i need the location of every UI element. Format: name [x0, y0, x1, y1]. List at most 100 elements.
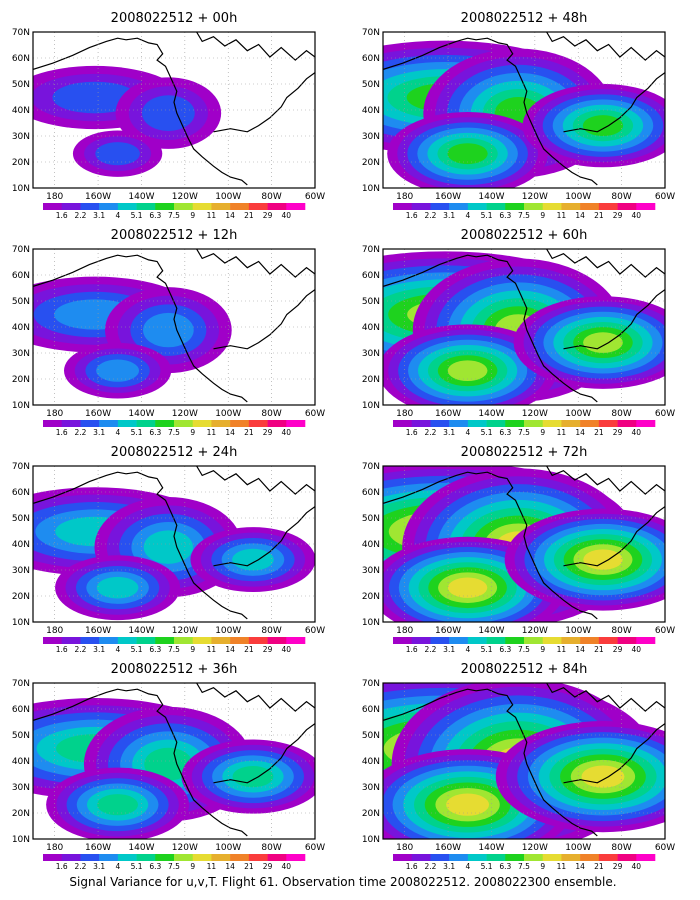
panels: 2008022512 + 00h 70N 60N 50N 40N 30N 20N 10N 180…: [12, 11, 675, 871]
lat-tick-label: 40N: [12, 540, 30, 550]
lat-tick-label: 70N: [362, 245, 380, 255]
variance-field: [33, 487, 315, 621]
colorbar-swatch: [561, 420, 581, 427]
colorbar-swatch: [80, 854, 100, 861]
map-panel: 2008022512 + 24h 70N 60N 50N 40N 30N 20N 10N 180…: [12, 445, 325, 654]
lat-tick-label: 40N: [12, 757, 30, 767]
colorbar-label: 4: [465, 645, 470, 654]
colorbar-swatch: [505, 854, 525, 861]
colorbar-swatch: [267, 637, 287, 644]
lon-tick-label: 160W: [85, 409, 111, 419]
colorbar-label: 4: [115, 428, 120, 437]
lat-tick-label: 50N: [12, 80, 30, 90]
colorbar-label: 21: [244, 645, 254, 654]
colorbar-swatch: [486, 854, 506, 861]
colorbar-label: 11: [557, 645, 567, 654]
colorbar-label: 2.2: [424, 211, 436, 220]
map-frame: [382, 31, 666, 189]
colorbar-swatch: [136, 203, 156, 210]
colorbar-label: 7.5: [518, 211, 530, 220]
lat-tick-label: 50N: [362, 514, 380, 524]
colorbar-label: 21: [594, 862, 604, 871]
variance-contour: [232, 548, 274, 571]
colorbar-swatch: [248, 637, 268, 644]
colorbar-swatch: [636, 420, 656, 427]
map-frame: [32, 465, 316, 623]
lon-tick-label: 60W: [305, 192, 325, 202]
colorbar-swatch: [617, 637, 637, 644]
colorbar-swatch: [430, 203, 450, 210]
coastline: [563, 72, 665, 133]
variance-contour: [143, 312, 194, 348]
variance-field: [33, 276, 232, 399]
lat-tick-label: 10N: [12, 835, 30, 845]
lat-tick-label: 20N: [12, 809, 30, 819]
lon-tick-label: 120W: [522, 843, 548, 853]
map-panel: 2008022512 + 48h 70N 60N 50N 40N 30N 20N 10N 180…: [362, 11, 675, 220]
colorbar-label: 9: [540, 645, 545, 654]
lat-tick-label: 50N: [12, 514, 30, 524]
colorbar-label: 5.1: [481, 211, 493, 220]
colorbar-label: 3.1: [93, 645, 105, 654]
colorbar-label: 21: [594, 211, 604, 220]
lon-tick-label: 140W: [128, 626, 154, 636]
colorbar-swatch: [430, 854, 450, 861]
colorbar-label: 3.1: [93, 428, 105, 437]
colorbar-swatch: [617, 854, 637, 861]
lon-tick-label: 160W: [435, 626, 461, 636]
map-panel: 2008022512 + 12h 70N 60N 50N 40N 30N 20N 10N 180…: [12, 228, 325, 437]
colorbar-swatch: [267, 420, 287, 427]
lat-tick-label: 40N: [362, 757, 380, 767]
coastline: [196, 249, 315, 278]
colorbar-label: 5.1: [131, 862, 143, 871]
lat-tick-label: 40N: [362, 323, 380, 333]
colorbar-label: 4: [115, 211, 120, 220]
map-panel: 2008022512 + 60h 70N 60N 50N 40N 30N 20N 10N 180…: [362, 228, 675, 437]
colorbar-label: 4: [465, 428, 470, 437]
colorbar-label: 11: [207, 211, 217, 220]
colorbar-swatch: [411, 203, 431, 210]
lat-tick-label: 60N: [12, 705, 30, 715]
lon-tick-label: 120W: [172, 626, 198, 636]
lat-tick-label: 30N: [362, 566, 380, 576]
lat-tick-label: 30N: [12, 349, 30, 359]
colorbar-swatch: [211, 203, 231, 210]
variance-contour: [446, 793, 490, 816]
panel-title: 2008022512 + 24h: [111, 445, 238, 460]
colorbar-swatch: [230, 203, 250, 210]
lon-tick-label: 60W: [305, 843, 325, 853]
colorbar-swatch: [636, 854, 656, 861]
lon-tick-label: 80W: [611, 192, 631, 202]
colorbar-label: 7.5: [518, 862, 530, 871]
colorbar-swatch: [467, 420, 487, 427]
colorbar-swatch: [117, 420, 137, 427]
colorbar-label: 29: [613, 211, 623, 220]
lon-tick-label: 140W: [128, 192, 154, 202]
colorbar-swatch: [561, 637, 581, 644]
colorbar-label: 9: [540, 428, 545, 437]
lon-tick-label: 140W: [128, 843, 154, 853]
colorbar-swatch: [486, 203, 506, 210]
lat-tick-label: 20N: [362, 809, 380, 819]
colorbar-swatch: [61, 203, 81, 210]
colorbar-label: 1.6: [56, 428, 68, 437]
colorbar-swatch: [505, 420, 525, 427]
colorbar-label: 11: [557, 862, 567, 871]
lon-tick-label: 60W: [305, 626, 325, 636]
variance-contour: [95, 142, 140, 166]
colorbar-label: 2.2: [74, 428, 86, 437]
colorbar-swatch: [117, 854, 137, 861]
panel-title: 2008022512 + 12h: [111, 228, 238, 243]
lon-tick-label: 140W: [478, 409, 504, 419]
coastline: [196, 683, 315, 712]
colorbar-swatch: [561, 854, 581, 861]
lon-tick-label: 120W: [522, 626, 548, 636]
variance-field: [383, 251, 665, 405]
coastline: [33, 37, 248, 186]
colorbar-swatch: [174, 420, 194, 427]
coastline: [563, 723, 665, 784]
colorbar-label: 1.6: [56, 862, 68, 871]
colorbar-swatch: [192, 854, 212, 861]
colorbar-swatch: [211, 637, 231, 644]
lat-tick-label: 30N: [362, 783, 380, 793]
